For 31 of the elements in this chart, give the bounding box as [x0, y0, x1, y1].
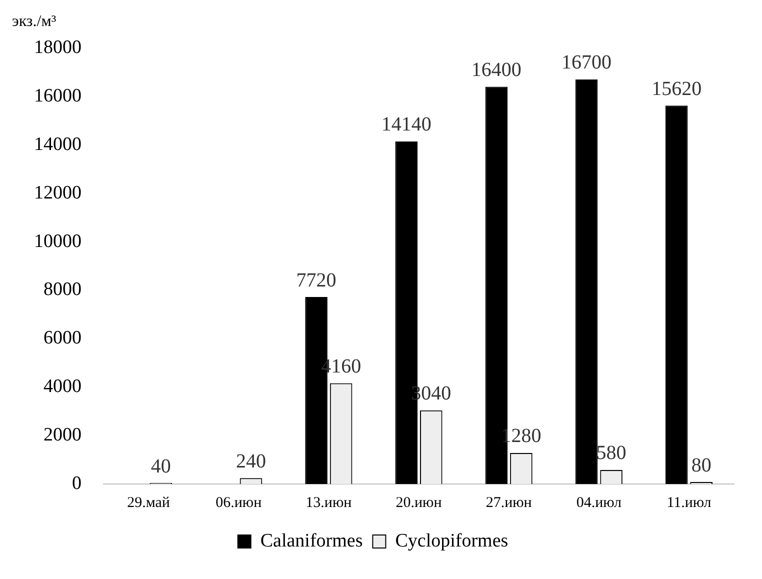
y-axis-title: экз./м³: [12, 13, 56, 30]
data-label: 240: [236, 450, 266, 472]
y-tick-label: 6000: [44, 328, 82, 349]
data-label: 16700: [562, 52, 612, 74]
data-label: 580: [596, 442, 626, 464]
legend-label: Cyclopiformes: [395, 530, 508, 552]
bar: [575, 79, 598, 484]
y-tick-label: 2000: [44, 424, 82, 446]
y-tick-label: 14000: [34, 134, 82, 155]
x-tick-label: 20.июн: [396, 494, 442, 511]
y-tick-label: 18000: [34, 36, 82, 58]
y-tick-label: 8000: [44, 279, 82, 300]
data-label: 15620: [652, 78, 702, 100]
y-tick-label: 4000: [44, 376, 82, 398]
y-tick-label: 10000: [34, 230, 82, 252]
x-tick-label: 29.май: [127, 494, 170, 511]
x-tick-label: 27.июн: [486, 494, 532, 511]
legend-label: Calaniformes: [260, 530, 363, 552]
x-tick-label: 11.июл: [666, 494, 712, 511]
bar: [665, 106, 688, 484]
data-label: 16400: [471, 59, 522, 82]
y-tick-label: 16000: [34, 85, 82, 106]
data-label: 7720: [296, 269, 336, 292]
data-label: 40: [150, 455, 171, 478]
data-label: 80: [691, 454, 712, 476]
data-label: 14140: [381, 114, 432, 136]
x-tick-label: 06.июн: [216, 494, 262, 511]
y-tick-label: 0: [72, 472, 82, 494]
x-tick-label: 04.июл: [576, 494, 622, 511]
y-tick-label: 12000: [34, 182, 82, 204]
x-tick-label: 13.июн: [306, 494, 352, 511]
